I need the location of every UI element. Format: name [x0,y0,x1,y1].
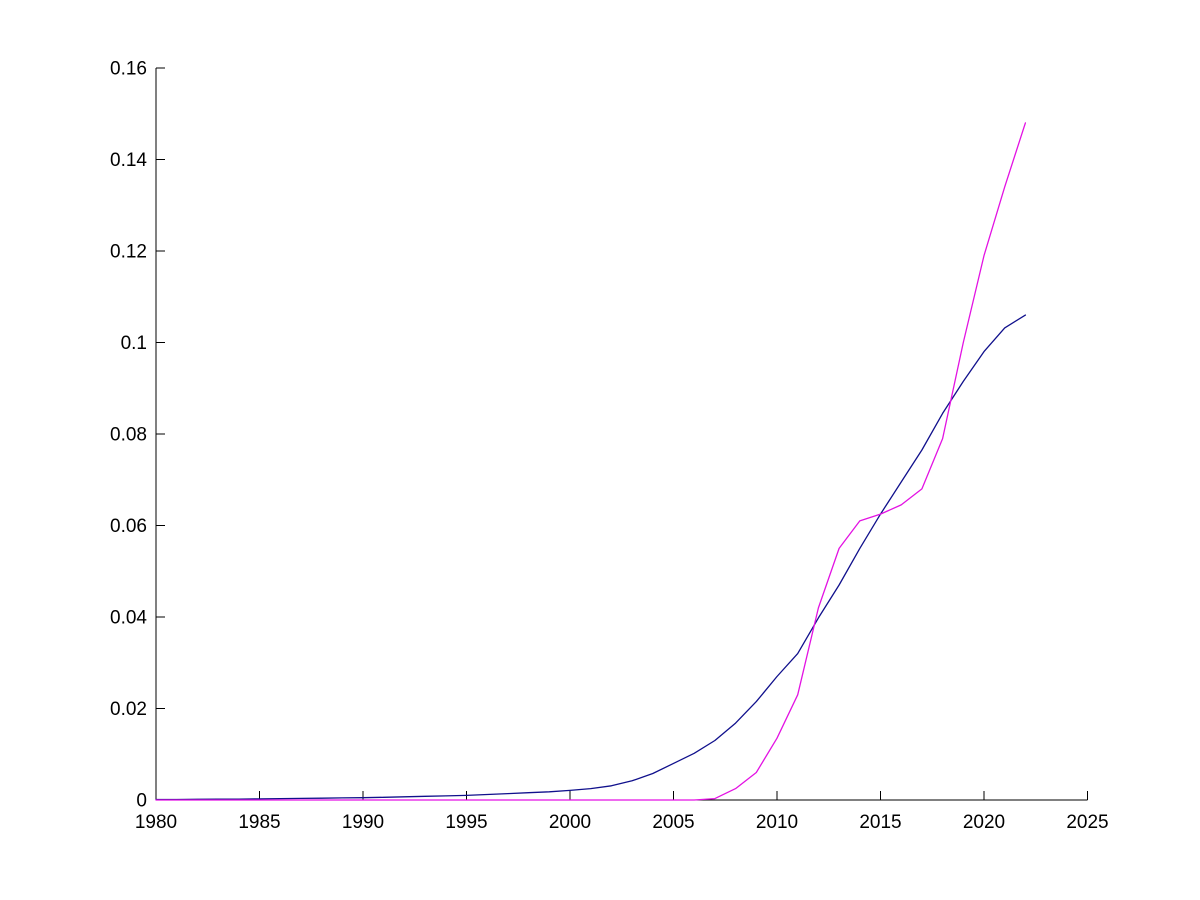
smooth-dark-blue-curve-line [155,314,1027,801]
x-tick-label: 2020 [963,812,1005,833]
x-tick-label: 1990 [342,812,384,833]
x-tick-label: 2010 [756,812,798,833]
x-tick-label: 2015 [859,812,901,833]
x-tick-label: 1985 [238,812,280,833]
y-tick-label: 0.1 [121,333,147,354]
magenta-curve-line [155,122,1027,801]
y-tick-label: 0.16 [110,59,147,80]
x-tick-label: 1980 [135,812,177,833]
y-tick-label: 0.06 [110,516,147,537]
y-tick-label: 0 [136,791,147,812]
y-tick-label: 0.14 [110,150,147,171]
y-tick-label: 0.12 [110,242,147,263]
plot-area: 0 0.02 0.04 0.06 0.08 0.1 0.12 0.14 0.16 1980 1985… [110,59,1109,834]
x-tick-label: 2025 [1066,812,1108,833]
x-tick-label: 2000 [549,812,591,833]
y-tick-label: 0.02 [110,699,147,720]
x-tick-label: 1995 [445,812,487,833]
y-tick-label: 0.04 [110,608,147,629]
y-tick-label: 0.08 [110,425,147,446]
x-tick-label: 2005 [652,812,694,833]
